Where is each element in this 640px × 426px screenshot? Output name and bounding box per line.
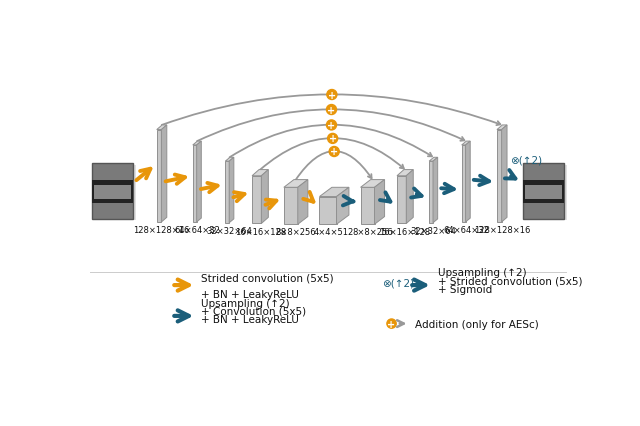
Polygon shape — [360, 180, 385, 188]
Text: +: + — [387, 319, 396, 329]
FancyArrowPatch shape — [197, 110, 465, 142]
Polygon shape — [397, 170, 413, 176]
Polygon shape — [429, 158, 438, 162]
Polygon shape — [193, 142, 202, 146]
Text: Addition (only for AESc): Addition (only for AESc) — [415, 319, 538, 329]
Text: +: + — [328, 105, 335, 115]
Polygon shape — [429, 162, 433, 223]
Polygon shape — [157, 130, 161, 222]
Text: 4×4×512: 4×4×512 — [314, 228, 355, 237]
Bar — [524, 180, 564, 203]
Polygon shape — [461, 146, 465, 222]
Polygon shape — [461, 142, 470, 146]
Polygon shape — [337, 188, 349, 225]
Polygon shape — [196, 142, 202, 222]
Text: + BN + LeakyReLU: + BN + LeakyReLU — [201, 315, 299, 325]
Bar — [94, 186, 131, 199]
Text: Strided convolution (5x5): Strided convolution (5x5) — [201, 272, 333, 282]
Polygon shape — [527, 166, 566, 221]
Text: 128×128×16: 128×128×16 — [474, 225, 530, 234]
Text: 32×32×64: 32×32×64 — [410, 226, 456, 235]
FancyArrowPatch shape — [230, 125, 432, 158]
Text: ⊗(↑2): ⊗(↑2) — [382, 278, 414, 288]
Text: Upsampling (↑2): Upsampling (↑2) — [201, 299, 289, 308]
Polygon shape — [225, 162, 229, 223]
Polygon shape — [397, 176, 406, 224]
FancyArrowPatch shape — [162, 95, 500, 126]
Polygon shape — [497, 130, 502, 222]
Polygon shape — [157, 126, 167, 130]
Circle shape — [326, 105, 337, 115]
Polygon shape — [502, 126, 507, 222]
FancyArrowPatch shape — [296, 152, 372, 180]
Polygon shape — [161, 126, 167, 222]
Bar — [524, 164, 564, 219]
Text: +: + — [328, 134, 337, 144]
Text: 8×8×256: 8×8×256 — [276, 228, 316, 237]
Bar — [525, 186, 562, 199]
Text: 8×8×256: 8×8×256 — [352, 228, 393, 237]
Circle shape — [327, 90, 337, 100]
FancyArrowPatch shape — [260, 139, 404, 170]
Polygon shape — [95, 166, 136, 221]
Polygon shape — [252, 176, 261, 224]
Polygon shape — [374, 180, 385, 225]
Polygon shape — [497, 126, 507, 130]
Bar — [92, 164, 132, 219]
Text: 16×16×128: 16×16×128 — [235, 227, 285, 236]
Circle shape — [326, 121, 337, 131]
Polygon shape — [193, 146, 196, 222]
Polygon shape — [360, 188, 374, 225]
Polygon shape — [229, 158, 234, 223]
Polygon shape — [225, 158, 234, 162]
Text: 64×64×32: 64×64×32 — [174, 225, 220, 234]
Text: 64×64×32: 64×64×32 — [443, 225, 489, 234]
Text: + Sigmoid: + Sigmoid — [438, 284, 492, 294]
Text: + BN + LeakyReLU: + BN + LeakyReLU — [201, 289, 299, 299]
Text: 32×32×64: 32×32×64 — [207, 226, 253, 235]
Text: + Strided convolution (5x5): + Strided convolution (5x5) — [438, 276, 582, 285]
Text: 16×16×128: 16×16×128 — [380, 227, 431, 236]
Polygon shape — [465, 142, 470, 222]
Circle shape — [387, 319, 396, 328]
Polygon shape — [261, 170, 268, 224]
Text: +: + — [330, 147, 339, 157]
Polygon shape — [298, 180, 308, 225]
Polygon shape — [252, 170, 268, 176]
Polygon shape — [319, 188, 349, 197]
Circle shape — [328, 134, 338, 144]
Polygon shape — [319, 197, 337, 225]
Polygon shape — [433, 158, 438, 223]
Bar — [92, 180, 132, 203]
Text: + Convolution (5x5): + Convolution (5x5) — [201, 306, 306, 316]
Circle shape — [329, 147, 339, 157]
Text: ⊗(↑2): ⊗(↑2) — [510, 155, 542, 166]
Text: Upsampling (↑2): Upsampling (↑2) — [438, 268, 527, 278]
Polygon shape — [284, 180, 308, 188]
Polygon shape — [406, 170, 413, 224]
Text: +: + — [328, 121, 335, 131]
Text: 128×128×16: 128×128×16 — [134, 225, 190, 234]
Text: +: + — [328, 90, 336, 100]
Polygon shape — [284, 188, 298, 225]
